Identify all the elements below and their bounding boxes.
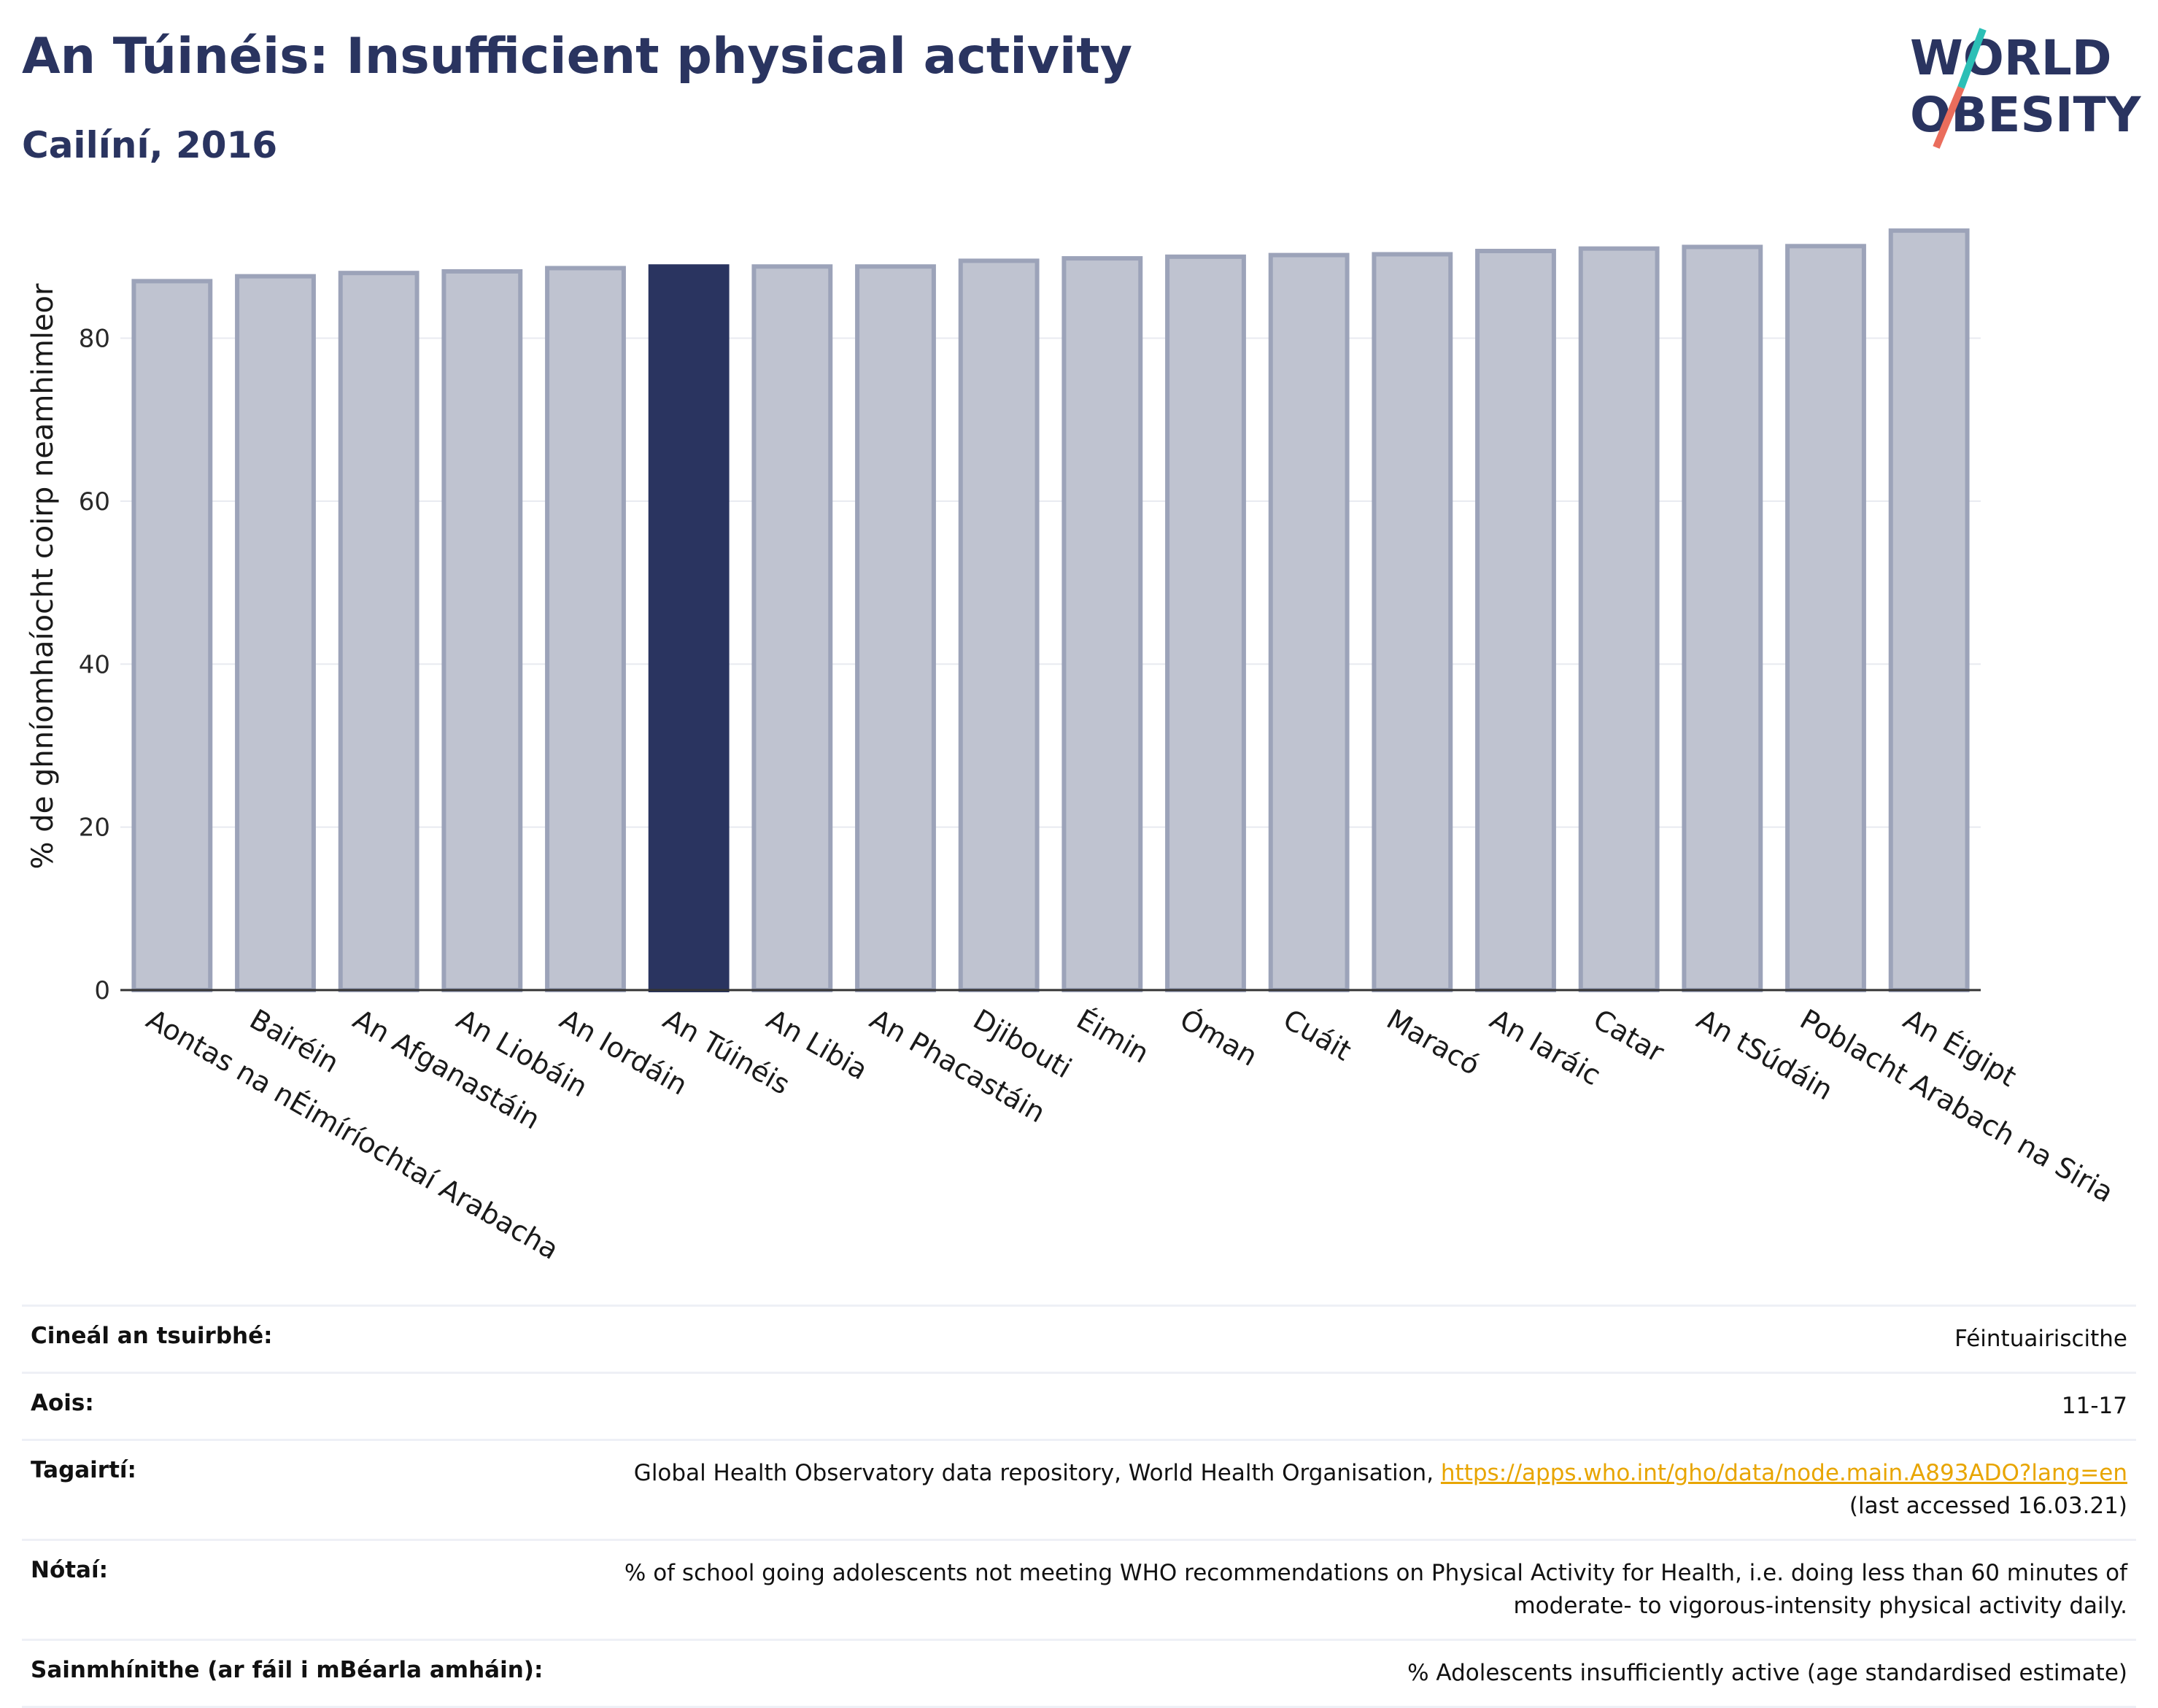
bar-6 (751, 264, 833, 992)
bar-16 (1785, 244, 1866, 992)
chart-subtitle: Cailíní, 2016 (22, 124, 278, 166)
definitions-label: Sainmhínithe (ar fáil i mBéarla amháin): (31, 1656, 544, 1683)
bar-15 (1682, 244, 1763, 992)
logo-slash-coral (1933, 86, 1965, 149)
survey-value: Féintuairiscithe (1954, 1326, 2127, 1352)
info-row-survey: Cineál an tsuirbhé: Féintuairiscithe (22, 1305, 2136, 1372)
references-text: Global Health Observatory data repositor… (633, 1459, 1441, 1486)
bar-7 (855, 264, 936, 992)
bars (131, 228, 1970, 993)
bar-5 (648, 264, 730, 992)
x-tick-label: Cuáit (1278, 1003, 1357, 1067)
grid-lines (120, 337, 1981, 828)
notes-value: % of school going adolescents not meetin… (624, 1557, 2127, 1623)
x-tick-label: An Afganastáin (348, 1003, 546, 1136)
survey-label: Cineál an tsuirbhé: (31, 1323, 273, 1349)
definitions-value: % Adolescents insufficiently active (age… (1407, 1659, 2127, 1686)
references-link[interactable]: https://apps.who.int/gho/data/node.main.… (1440, 1459, 2127, 1486)
bar-10 (1165, 254, 1246, 992)
bar-14 (1578, 246, 1660, 992)
x-tick-label: Éimin (1071, 1003, 1154, 1070)
notes-line1: % of school going adolescents not meetin… (624, 1559, 2127, 1586)
bar-17 (1888, 228, 1970, 992)
references-value: Global Health Observatory data repositor… (634, 1457, 2127, 1523)
bar-4 (545, 266, 626, 992)
info-row-definitions: Sainmhínithe (ar fáil i mBéarla amháin):… (22, 1638, 2136, 1708)
bar-chart: 0 20 40 60 80 Aontas na nÉimíríochtaí Arabac… (26, 228, 2119, 1266)
bar-0 (131, 279, 213, 993)
x-tick-label: Maracó (1381, 1003, 1485, 1082)
info-row-notes: Nótaí: % of school going adolescents not… (22, 1538, 2136, 1639)
y-axis-label: % de ghníomhaíocht coirp neamhimleor (26, 283, 60, 869)
x-tick-label: An Iaráic (1485, 1003, 1606, 1092)
y-tick-labels: 0 20 40 60 80 (79, 325, 110, 1005)
bar-12 (1372, 252, 1453, 992)
bar-11 (1268, 252, 1350, 993)
age-value: 11-17 (2061, 1392, 2127, 1419)
info-row-age: Aois: 11-17 (22, 1371, 2136, 1439)
age-label: Aois: (31, 1389, 94, 1416)
notes-line2: moderate- to vigorous-intensity physical… (1513, 1592, 2127, 1619)
y-tick-label: 40 (79, 650, 110, 679)
chart-title: An Túinéis: Insufficient physical activi… (22, 28, 1133, 85)
y-tick-label: 20 (79, 814, 110, 843)
info-table: Cineál an tsuirbhé: Féintuairiscithe Aoi… (22, 1305, 2136, 1708)
info-row-references: Tagairtí: Global Health Observatory data… (22, 1438, 2136, 1539)
bar-3 (441, 268, 523, 992)
notes-label: Nótaí: (31, 1556, 109, 1583)
y-tick-label: 0 (94, 976, 110, 1005)
world-obesity-logo: WORLD OBESITY (1910, 28, 2142, 149)
references-accessed: (last accessed 16.03.21) (1849, 1492, 2127, 1519)
bar-1 (235, 274, 316, 992)
bar-9 (1061, 256, 1143, 992)
references-label: Tagairtí: (31, 1456, 136, 1483)
bar-2 (338, 271, 419, 992)
logo-slash-teal (1957, 28, 1987, 89)
bar-13 (1475, 249, 1556, 992)
x-tick-label: Óman (1175, 1003, 1263, 1073)
logo-line1: WORLD (1910, 30, 2112, 86)
x-tick-label: An Phacastáin (865, 1003, 1051, 1129)
y-tick-label: 60 (79, 487, 110, 517)
bar-8 (958, 258, 1040, 992)
x-tick-label: Catar (1588, 1003, 1670, 1069)
y-tick-label: 80 (79, 325, 110, 354)
